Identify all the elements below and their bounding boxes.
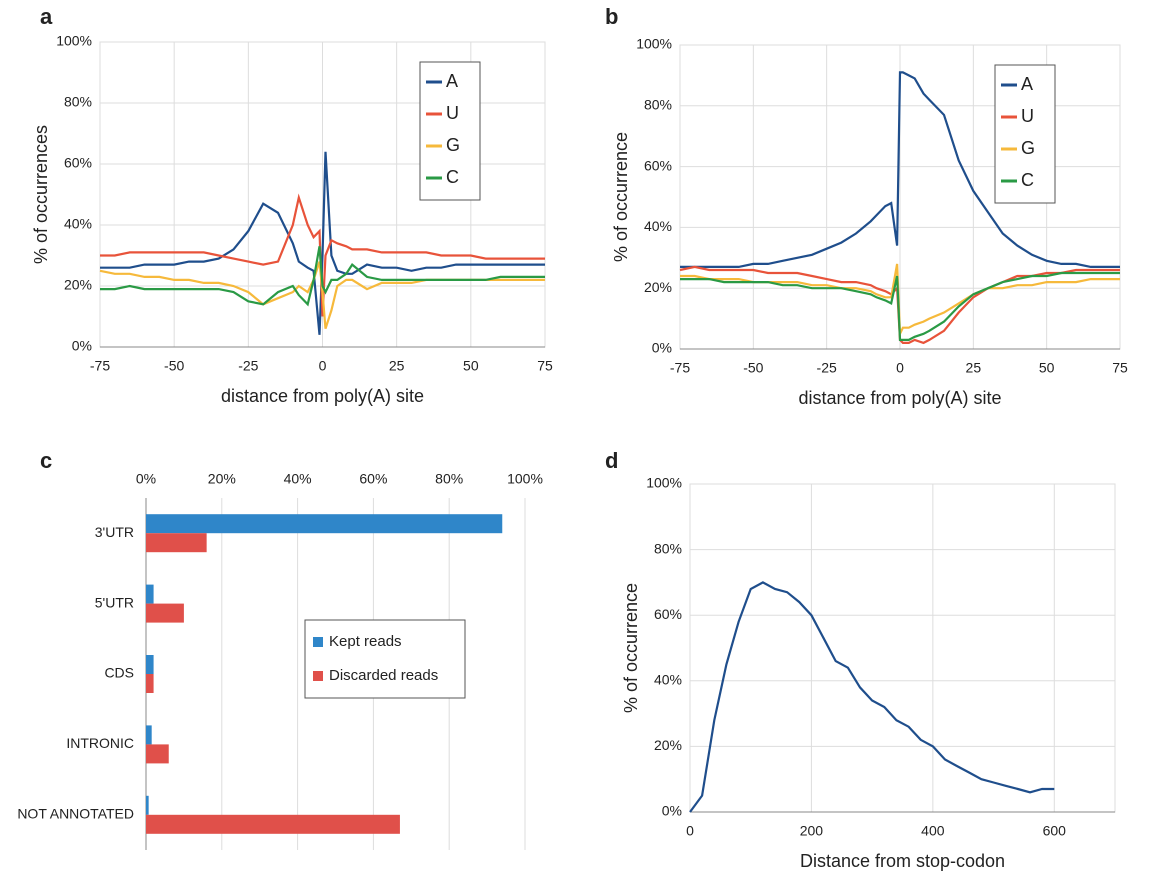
y-tick-label: 0% (72, 338, 92, 354)
panel-label: d (605, 448, 618, 473)
bar (146, 533, 207, 553)
legend-box (304, 619, 466, 699)
panel-label: b (605, 4, 618, 29)
legend-label: Discarded reads (329, 667, 438, 684)
x-tick-label: 0 (686, 823, 694, 839)
y-axis-title: % of occurrence (611, 132, 631, 262)
y-tick-label: 100% (636, 36, 672, 52)
y-tick-label: 40% (654, 672, 682, 688)
x-axis-title: Distance from stop-codon (800, 851, 1005, 871)
panel-label: c (40, 448, 52, 473)
y-tick-label: 100% (646, 475, 682, 491)
series-line (100, 151, 545, 335)
y-axis-title: % of occurrence (621, 583, 641, 713)
bar (146, 674, 154, 693)
x-tick-label: -25 (238, 358, 258, 374)
x-tick-label: 80% (435, 471, 463, 487)
y-axis-title: % of occurrences (31, 125, 51, 264)
legend-swatch (313, 671, 323, 681)
series-line (100, 193, 545, 317)
y-tick-label: NOT ANNOTATED (17, 806, 134, 822)
bar (146, 795, 149, 815)
x-tick-label: 100% (507, 471, 543, 487)
y-tick-label: 0% (652, 340, 672, 356)
y-tick-label: 40% (644, 218, 672, 234)
legend-label: C (1021, 170, 1034, 190)
legend-label: A (446, 71, 458, 91)
series-line (680, 271, 1120, 341)
x-tick-label: 0 (319, 358, 327, 374)
x-tick-label: 60% (359, 471, 387, 487)
legend-label: U (446, 103, 459, 123)
x-tick-label: 50 (463, 358, 479, 374)
y-tick-label: 0% (662, 803, 682, 819)
bar (146, 725, 152, 745)
y-tick-label: 3'UTR (95, 524, 134, 540)
y-tick-label: 80% (64, 94, 92, 110)
bar (146, 603, 184, 623)
bar (146, 744, 169, 764)
x-tick-label: 25 (389, 358, 405, 374)
x-tick-label: 40% (284, 471, 312, 487)
x-tick-label: 75 (537, 358, 553, 374)
bar (146, 655, 154, 674)
y-tick-label: 100% (56, 33, 92, 49)
y-tick-label: 80% (654, 540, 682, 556)
x-tick-label: 600 (1043, 823, 1067, 839)
y-tick-label: 20% (64, 277, 92, 293)
legend-label: U (1021, 106, 1034, 126)
legend-label: G (1021, 138, 1035, 158)
x-tick-label: -50 (164, 358, 184, 374)
y-tick-label: 5'UTR (95, 594, 134, 610)
y-tick-label: 20% (644, 279, 672, 295)
panel-label: a (40, 4, 53, 29)
bar (146, 814, 400, 834)
y-tick-label: 60% (654, 606, 682, 622)
y-tick-label: 40% (64, 216, 92, 232)
bar (146, 584, 154, 604)
series-line (680, 71, 1120, 268)
y-tick-label: 60% (644, 157, 672, 173)
x-tick-label: 50 (1039, 360, 1055, 376)
x-tick-label: 0 (896, 360, 904, 376)
x-axis-title: distance from poly(A) site (221, 386, 424, 406)
legend-label: A (1021, 74, 1033, 94)
x-tick-label: 400 (921, 823, 945, 839)
x-axis-title: distance from poly(A) site (798, 388, 1001, 408)
x-tick-label: 25 (966, 360, 982, 376)
y-tick-label: 20% (654, 737, 682, 753)
x-tick-label: 20% (208, 471, 236, 487)
series-line (100, 246, 545, 307)
bar (146, 514, 503, 534)
plot-area (689, 483, 1116, 813)
legend-label: G (446, 135, 460, 155)
x-tick-label: 200 (800, 823, 824, 839)
x-tick-label: -75 (670, 360, 690, 376)
x-tick-label: -75 (90, 358, 110, 374)
x-tick-label: 0% (136, 471, 156, 487)
legend-label: C (446, 167, 459, 187)
x-tick-label: -50 (743, 360, 763, 376)
series-line (689, 581, 1055, 813)
legend-label: Kept reads (329, 633, 402, 650)
y-tick-label: 60% (64, 155, 92, 171)
legend-swatch (313, 637, 323, 647)
x-tick-label: -25 (817, 360, 837, 376)
y-tick-label: 80% (644, 97, 672, 113)
x-tick-label: 75 (1112, 360, 1128, 376)
y-tick-label: CDS (104, 665, 134, 681)
y-tick-label: INTRONIC (66, 735, 134, 751)
